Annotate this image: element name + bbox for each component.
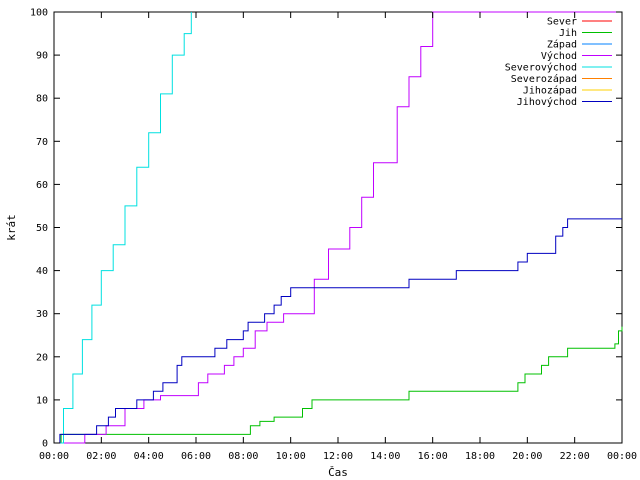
y-tick-label: 90 xyxy=(36,51,48,62)
x-tick-label: 18:00 xyxy=(465,451,495,462)
y-tick-label: 0 xyxy=(42,439,48,450)
series-line-východ xyxy=(54,11,622,444)
x-tick-label: 10:00 xyxy=(276,451,306,462)
y-tick-label: 10 xyxy=(36,395,48,406)
x-tick-label: 20:00 xyxy=(512,451,542,462)
legend-label: Východ xyxy=(541,50,577,62)
x-tick-label: 02:00 xyxy=(86,451,116,462)
legend-label: Západ xyxy=(547,39,577,51)
x-tick-label: 08:00 xyxy=(228,451,258,462)
y-tick-label: 20 xyxy=(36,352,48,363)
x-tick-label: 04:00 xyxy=(134,451,164,462)
y-tick-label: 100 xyxy=(30,8,48,19)
y-tick-label: 70 xyxy=(36,137,48,148)
series-line-jihovýchod xyxy=(54,218,622,444)
y-tick-label: 30 xyxy=(36,309,48,320)
series-line-jih xyxy=(54,326,623,444)
y-tick-label: 50 xyxy=(36,223,48,234)
x-tick-label: 16:00 xyxy=(418,451,448,462)
legend-label: Jihozápad xyxy=(523,85,577,97)
legend-label: Severozápad xyxy=(511,73,577,85)
x-tick-label: 00:00 xyxy=(39,451,69,462)
x-tick-label: 00:00 xyxy=(607,451,637,462)
x-tick-label: 14:00 xyxy=(370,451,400,462)
legend-label: Jihovýchod xyxy=(517,96,577,108)
legend-label: Sever xyxy=(547,17,577,28)
x-axis-title: Čas xyxy=(328,466,348,479)
x-tick-label: 22:00 xyxy=(560,451,590,462)
x-tick-label: 06:00 xyxy=(181,451,211,462)
legend-label: Jih xyxy=(559,28,577,39)
y-tick-label: 40 xyxy=(36,266,48,277)
series-lines xyxy=(54,11,623,444)
legend: SeverJihZápadVýchodSeverovýchodSeverozáp… xyxy=(505,17,612,108)
y-tick-label: 60 xyxy=(36,180,48,191)
y-tick-label: 80 xyxy=(36,94,48,105)
legend-label: Severovýchod xyxy=(505,62,577,74)
x-tick-label: 12:00 xyxy=(323,451,353,462)
y-axis-title: krát xyxy=(5,214,18,241)
series-line-severovýchod xyxy=(54,12,192,444)
